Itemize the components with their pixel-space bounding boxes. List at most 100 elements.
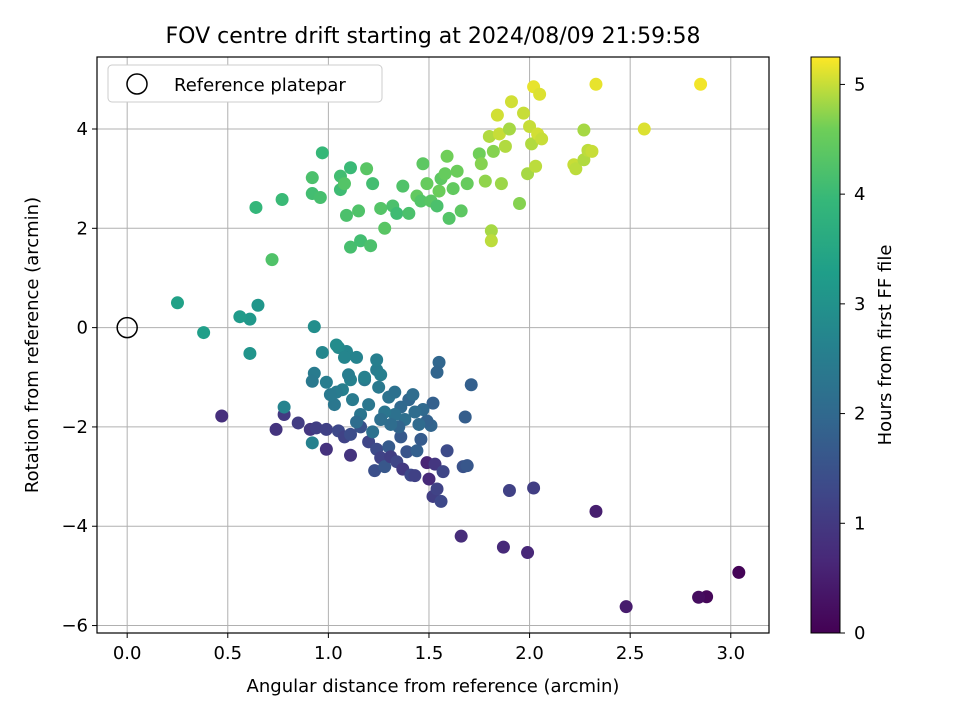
data-point (426, 396, 440, 410)
data-point (408, 469, 422, 483)
colorbar-ticks: 0 1 2 3 4 5 (840, 74, 865, 644)
data-point (350, 350, 364, 364)
data-point (525, 137, 539, 151)
data-point (390, 206, 404, 220)
data-point (432, 184, 446, 198)
data-point (362, 398, 376, 412)
data-point (585, 144, 599, 158)
data-point (504, 95, 518, 109)
data-point (341, 368, 355, 382)
legend-label: Reference platepar (174, 75, 346, 96)
grid-lines (97, 57, 769, 633)
data-point (527, 481, 541, 495)
data-point (344, 427, 358, 441)
data-point (458, 410, 472, 424)
data-point (370, 353, 384, 367)
data-point (382, 440, 396, 454)
data-point (233, 310, 247, 324)
data-point (305, 436, 319, 450)
data-point (372, 380, 386, 394)
data-point (494, 177, 508, 191)
data-point (243, 312, 257, 326)
data-point (374, 368, 388, 382)
data-point (478, 174, 492, 188)
data-point (378, 221, 392, 235)
y-axis-ticks: −6 −4 −2 0 2 4 (61, 119, 97, 637)
data-point (533, 87, 547, 101)
data-point (197, 326, 211, 340)
data-point (438, 167, 452, 181)
data-point (354, 234, 368, 248)
x-tick-label: 1.5 (415, 643, 444, 664)
y-axis-label: Rotation from reference (arcmin) (22, 197, 43, 493)
x-tick-label: 1.0 (314, 643, 343, 664)
data-point (344, 448, 358, 462)
data-point (535, 132, 549, 146)
data-point (394, 430, 408, 444)
data-point (577, 123, 591, 137)
data-point (313, 191, 327, 205)
data-point (513, 196, 527, 210)
x-axis-label: Angular distance from reference (arcmin) (247, 676, 620, 697)
data-point (430, 365, 444, 379)
data-point (446, 182, 460, 196)
data-point (460, 459, 474, 473)
data-point (569, 162, 583, 176)
data-point (416, 157, 430, 171)
data-point (344, 240, 358, 254)
data-point (464, 378, 478, 392)
data-point (315, 146, 329, 160)
data-point (339, 208, 353, 222)
data-point (319, 442, 333, 456)
data-point (368, 464, 382, 478)
data-point (396, 179, 410, 193)
data-point (450, 164, 464, 178)
data-point (482, 129, 496, 143)
data-point (529, 159, 543, 173)
chart-title: FOV centre drift starting at 2024/08/09 … (166, 24, 701, 49)
data-point (484, 234, 498, 248)
data-point (346, 393, 360, 407)
data-point (492, 127, 506, 141)
colorbar-tick-label: 5 (854, 74, 865, 95)
data-point (402, 206, 416, 220)
data-point (350, 415, 364, 429)
data-point (344, 161, 358, 175)
data-point (352, 204, 366, 218)
colorbar-tick-label: 4 (854, 184, 865, 205)
x-tick-label: 2.5 (616, 643, 645, 664)
colorbar-tick-label: 3 (854, 294, 865, 315)
data-point (589, 504, 603, 518)
data-point (412, 417, 426, 431)
data-point (366, 425, 380, 439)
data-point (215, 409, 229, 423)
x-tick-label: 2.0 (515, 643, 544, 664)
data-point (374, 412, 388, 426)
data-point (430, 199, 444, 213)
data-point (319, 422, 333, 436)
data-point (472, 147, 486, 161)
data-point (732, 565, 746, 579)
data-point (408, 405, 422, 419)
legend: Reference platepar (107, 64, 383, 103)
plot-frame (96, 56, 770, 634)
data-point (637, 122, 651, 136)
data-point (694, 77, 708, 91)
data-point (498, 139, 512, 153)
data-point (305, 171, 319, 185)
y-tick-label: 4 (77, 119, 88, 140)
data-point (360, 162, 374, 176)
data-point (414, 432, 428, 446)
data-point (329, 338, 343, 352)
colorbar-tick-label: 0 (854, 623, 865, 644)
data-point (243, 346, 257, 360)
data-point (432, 355, 446, 369)
data-point (265, 253, 279, 267)
data-point (249, 200, 263, 214)
data-point (291, 416, 305, 430)
data-point (474, 157, 488, 171)
x-tick-label: 0.5 (213, 643, 242, 664)
reference-platepar-marker (116, 316, 138, 339)
data-point (388, 408, 402, 422)
y-tick-label: −2 (61, 417, 88, 438)
